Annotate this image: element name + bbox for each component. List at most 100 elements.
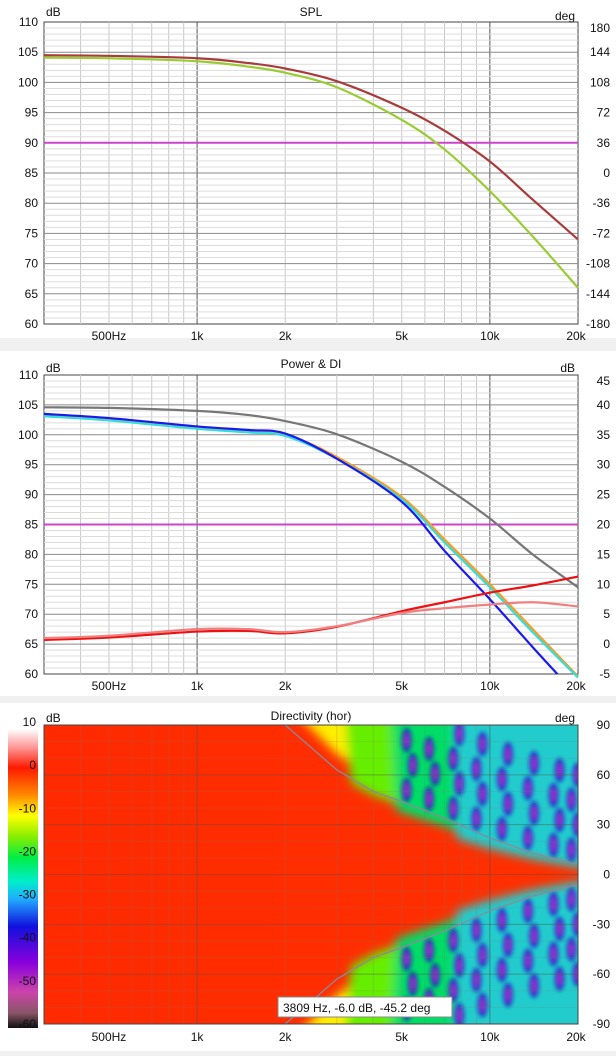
right-tick-label: 20 — [597, 518, 611, 532]
lobe-null-core — [473, 811, 479, 826]
lobe-null-core — [426, 943, 432, 958]
right-tick-label: 60 — [597, 768, 611, 782]
y-tick-label: 75 — [25, 577, 39, 591]
lobe-null-core — [551, 788, 557, 803]
right-tick-label: 40 — [597, 398, 611, 412]
lobe-null-core — [479, 997, 485, 1012]
x-tick-label: 1k — [191, 1030, 205, 1044]
right-tick-label: -108 — [586, 257, 610, 271]
lobe-null-core — [568, 842, 574, 857]
right-tick-label: 25 — [597, 488, 611, 502]
y-tick-label: 70 — [25, 607, 39, 621]
lobe-null-core — [456, 1008, 462, 1023]
lobe-null-core — [557, 763, 563, 778]
y-tick-label: 85 — [25, 166, 39, 180]
y-tick-label: 90 — [25, 136, 39, 150]
heatmap-lobes — [401, 725, 578, 1024]
right-tick-label: 30 — [597, 818, 611, 832]
spl-left-unit: dB — [46, 5, 61, 19]
contour-line — [284, 725, 578, 866]
y-tick-label: 90 — [25, 488, 39, 502]
colorbar-tick-label: 10 — [23, 715, 37, 729]
y-tick-label: 80 — [25, 196, 39, 210]
lobe-null-core — [557, 971, 563, 986]
lobe-null-core — [456, 726, 462, 741]
lobe-null-core — [525, 781, 531, 796]
y-tick-label: 80 — [25, 547, 39, 561]
right-tick-label: 108 — [590, 75, 610, 89]
y-tick-label: 95 — [25, 458, 39, 472]
lobe-null-core — [473, 973, 479, 988]
directivity-plot-frame — [43, 724, 579, 1025]
x-tick-label: 2k — [279, 679, 293, 693]
lobe-null-core — [505, 747, 511, 762]
x-tick-label: 500Hz — [92, 1030, 127, 1044]
colorbar-tick-label: -50 — [19, 974, 37, 988]
spl-chart: SPL dB deg 60 65 70 75 80 85 90 95 100 105 110 -18… — [0, 0, 616, 343]
lobe-null-core — [450, 751, 456, 766]
lobe-null-core — [505, 938, 511, 953]
right-tick-label: 144 — [590, 45, 610, 59]
y-tick-label: 100 — [18, 428, 38, 442]
heatmap-band — [453, 881, 578, 1024]
power-title: Power & DI — [281, 357, 342, 371]
right-tick-label: 35 — [597, 428, 611, 442]
series-line-spl-2 — [43, 56, 579, 289]
lobe-null-core — [479, 786, 485, 801]
lobe-null-core — [404, 783, 410, 798]
power-left-unit: dB — [46, 361, 61, 375]
colorbar-tick-labels: 10 0 -10 -20 -30 -40 -50 -60 — [19, 715, 37, 1031]
lobe-null-core — [551, 897, 557, 912]
lobe-null-core — [432, 968, 438, 983]
lobe-null-core — [574, 817, 578, 832]
directivity-right-tick-labels: 90 60 30 0 -30 -60 -90 — [593, 718, 611, 1031]
x-tick-label: 2k — [279, 329, 293, 343]
y-tick-label: 85 — [25, 518, 39, 532]
spl-x-tick-labels: 500Hz 1k 2k 5k 10k 20k — [92, 329, 587, 343]
right-tick-label: 0 — [603, 166, 610, 180]
directivity-x-tick-labels: 500Hz 1k 2k 5k 10k 20k — [92, 1030, 587, 1044]
x-tick-label: 1k — [191, 679, 205, 693]
lobe-null-core — [450, 801, 456, 816]
y-tick-label: 110 — [19, 15, 38, 29]
x-tick-label: 20k — [566, 679, 586, 693]
lobe-null-core — [479, 948, 485, 963]
y-tick-label: 60 — [25, 667, 39, 681]
lobe-null-core — [568, 792, 574, 807]
power-di-chart: Power & DI dB dB 60657075808590951001051… — [0, 351, 616, 696]
directivity-heatmap — [44, 725, 578, 1024]
lobe-null-core — [525, 903, 531, 918]
right-tick-label: -144 — [586, 287, 610, 301]
lobe-null-core — [404, 951, 410, 966]
directivity-left-unit: dB — [46, 711, 61, 725]
x-tick-label: 2k — [279, 1030, 293, 1044]
right-tick-label: -36 — [593, 196, 611, 210]
x-tick-label: 20k — [566, 1030, 586, 1044]
colorbar-tick-label: -10 — [19, 801, 37, 815]
lobe-null-core — [410, 758, 416, 773]
series-line-di-light- — [43, 601, 579, 640]
directivity-grid — [44, 725, 578, 1024]
right-tick-label: 0 — [603, 868, 610, 882]
spl-title: SPL — [300, 5, 323, 19]
lobe-null-core — [568, 942, 574, 957]
lobe-null-core — [426, 791, 432, 806]
power-y-tick-labels: 60 65 70 75 80 85 90 95 100 105 110 — [18, 368, 38, 681]
x-tick-label: 5k — [395, 679, 409, 693]
directivity-chart: Directivity (hor) dB deg 10 0 -10 -20 -30 -40… — [0, 703, 616, 1051]
lobe-null-core — [574, 767, 578, 782]
lobe-null-core — [525, 953, 531, 968]
lobe-null-core — [531, 756, 537, 771]
lobe-null-core — [525, 831, 531, 846]
right-tick-label: 180 — [590, 21, 610, 35]
right-tick-label: -180 — [586, 317, 610, 331]
lobe-null-core — [574, 917, 578, 932]
right-tick-label: 15 — [597, 547, 611, 561]
tooltip-text: 3809 Hz, -6.0 dB, -45.2 deg — [283, 1001, 430, 1015]
right-tick-label: 10 — [597, 577, 611, 591]
series-line-spl — [43, 54, 579, 241]
x-tick-label: 5k — [395, 329, 409, 343]
lobe-null-core — [456, 776, 462, 791]
right-tick-label: 5 — [603, 607, 610, 621]
